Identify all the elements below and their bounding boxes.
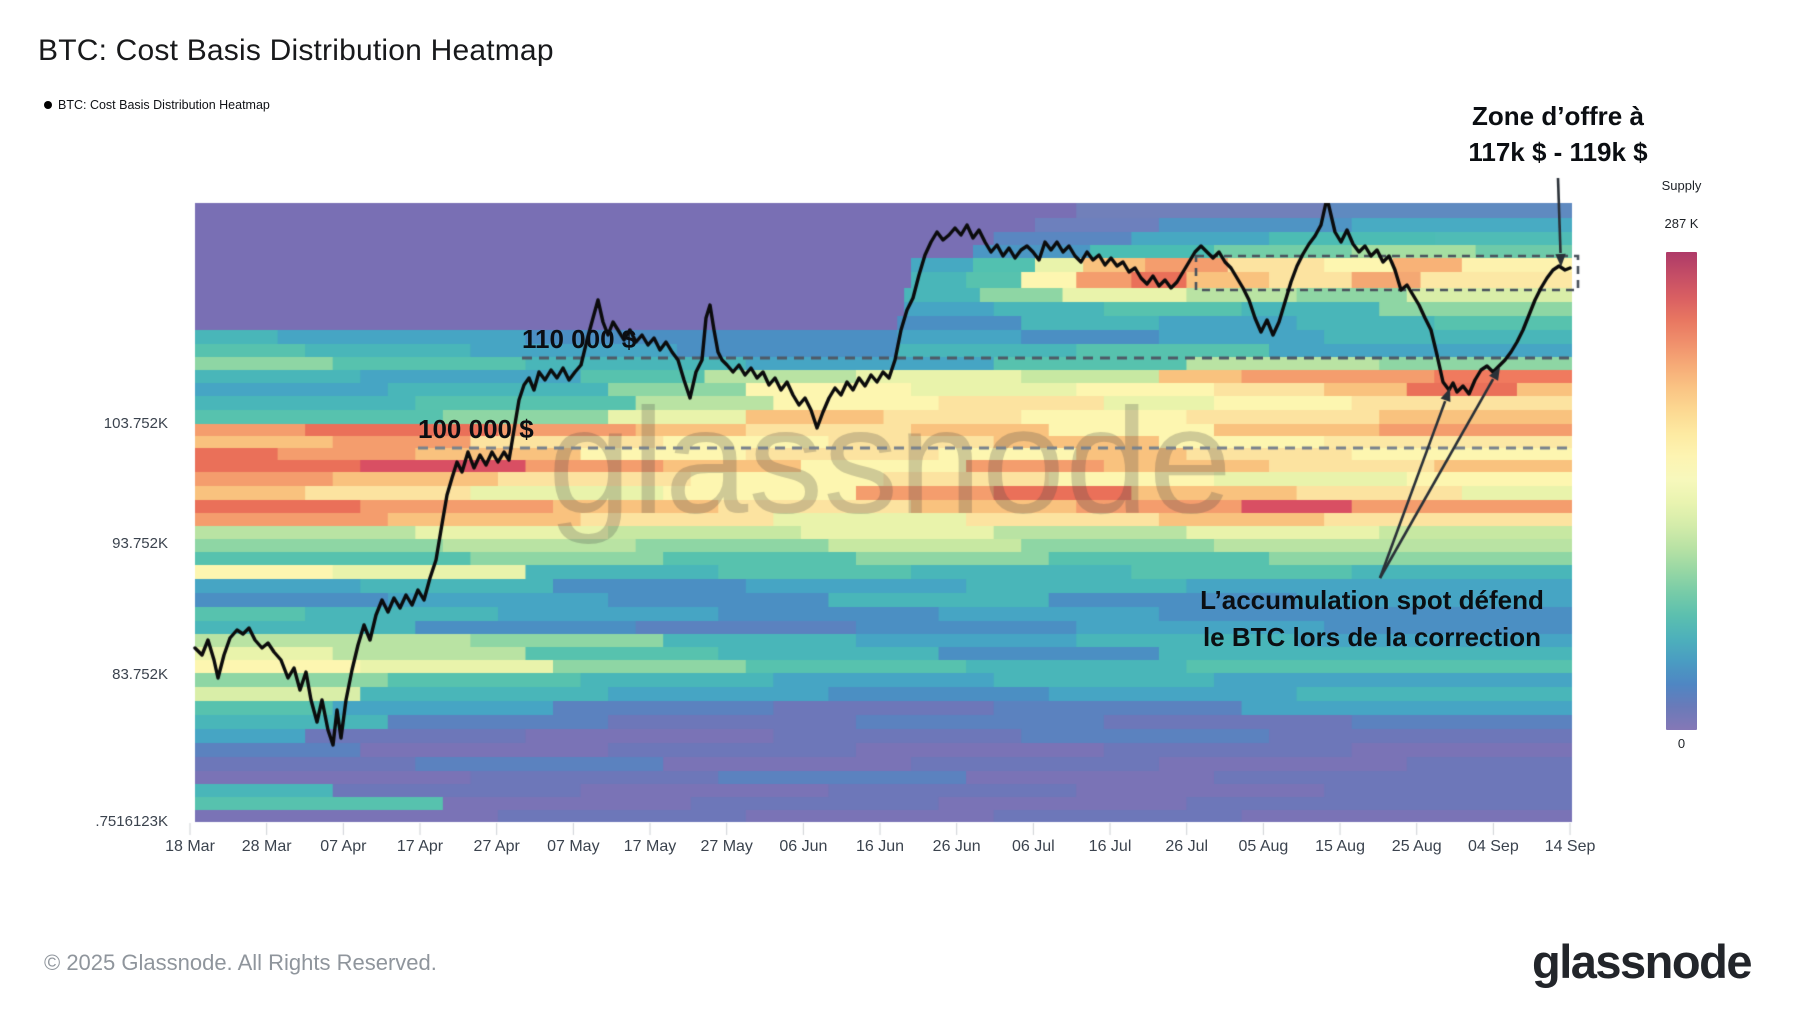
- y-axis-label: 93.752K: [112, 535, 168, 552]
- legend-dot-icon: [44, 101, 52, 109]
- annotation-spot-accumulation-line1: L’accumulation spot défend: [1200, 585, 1544, 615]
- x-axis-label: 17 May: [623, 838, 677, 855]
- series-legend[interactable]: BTC: Cost Basis Distribution Heatmap: [44, 98, 270, 112]
- y-axis-label: 103.752K: [103, 415, 168, 432]
- price-level-label-110k: 110 000 $: [522, 324, 637, 354]
- colorbar-title: Supply: [1661, 178, 1702, 193]
- x-axis-label: 18 Mar: [165, 838, 215, 855]
- x-axis-label: 16 Jun: [855, 838, 905, 855]
- x-axis-label: 17 Apr: [396, 838, 444, 855]
- x-axis-label: 07 Apr: [320, 838, 367, 855]
- colorbar-min-label: 0: [1677, 736, 1686, 751]
- x-axis-label: 28 Mar: [241, 838, 292, 855]
- annotation-spot-accumulation-line2: le BTC lors de la correction: [1202, 622, 1542, 652]
- x-axis-label: 15 Aug: [1315, 838, 1365, 855]
- annotation-supply-zone-line2: 117k $ - 119k $: [1468, 137, 1648, 167]
- x-axis-label: 16 Jul: [1088, 838, 1132, 855]
- x-axis-label: 27 Apr: [473, 838, 520, 855]
- x-axis-label: 07 May: [547, 838, 600, 855]
- page-title: BTC: Cost Basis Distribution Heatmap: [38, 34, 554, 67]
- x-axis-label: 06 Jun: [779, 838, 828, 855]
- x-axis-label: 14 Sep: [1544, 838, 1596, 855]
- colorbar-gradient: [1666, 252, 1697, 730]
- x-axis-label: 25 Aug: [1391, 838, 1442, 855]
- copyright-text: © 2025 Glassnode. All Rights Reserved.: [44, 950, 437, 975]
- x-axis-label: 05 Aug: [1238, 838, 1289, 855]
- x-axis-label: 27 May: [700, 838, 753, 855]
- annotation-supply-zone-line1: Zone d’offre à: [1472, 101, 1644, 131]
- y-axis-label: 83.752K: [112, 666, 168, 683]
- colorbar-max-label: 287 K: [1664, 216, 1699, 231]
- annotation-spot-accumulation: L’accumulation spot défend le BTC lors d…: [1200, 582, 1544, 656]
- x-axis-label: 26 Jun: [932, 838, 981, 855]
- y-axis-label: .7516123K: [95, 813, 168, 830]
- annotation-supply-zone: Zone d’offre à 117k $ - 119k $: [1468, 98, 1647, 170]
- x-axis-label: 06 Jul: [1012, 838, 1055, 855]
- price-level-label-100k: 100 000 $: [418, 414, 534, 444]
- glassnode-logo[interactable]: glassnode: [1532, 935, 1752, 988]
- legend-label: BTC: Cost Basis Distribution Heatmap: [58, 98, 270, 112]
- x-axis-label: 04 Sep: [1468, 838, 1519, 855]
- x-axis-label: 26 Jul: [1165, 838, 1209, 855]
